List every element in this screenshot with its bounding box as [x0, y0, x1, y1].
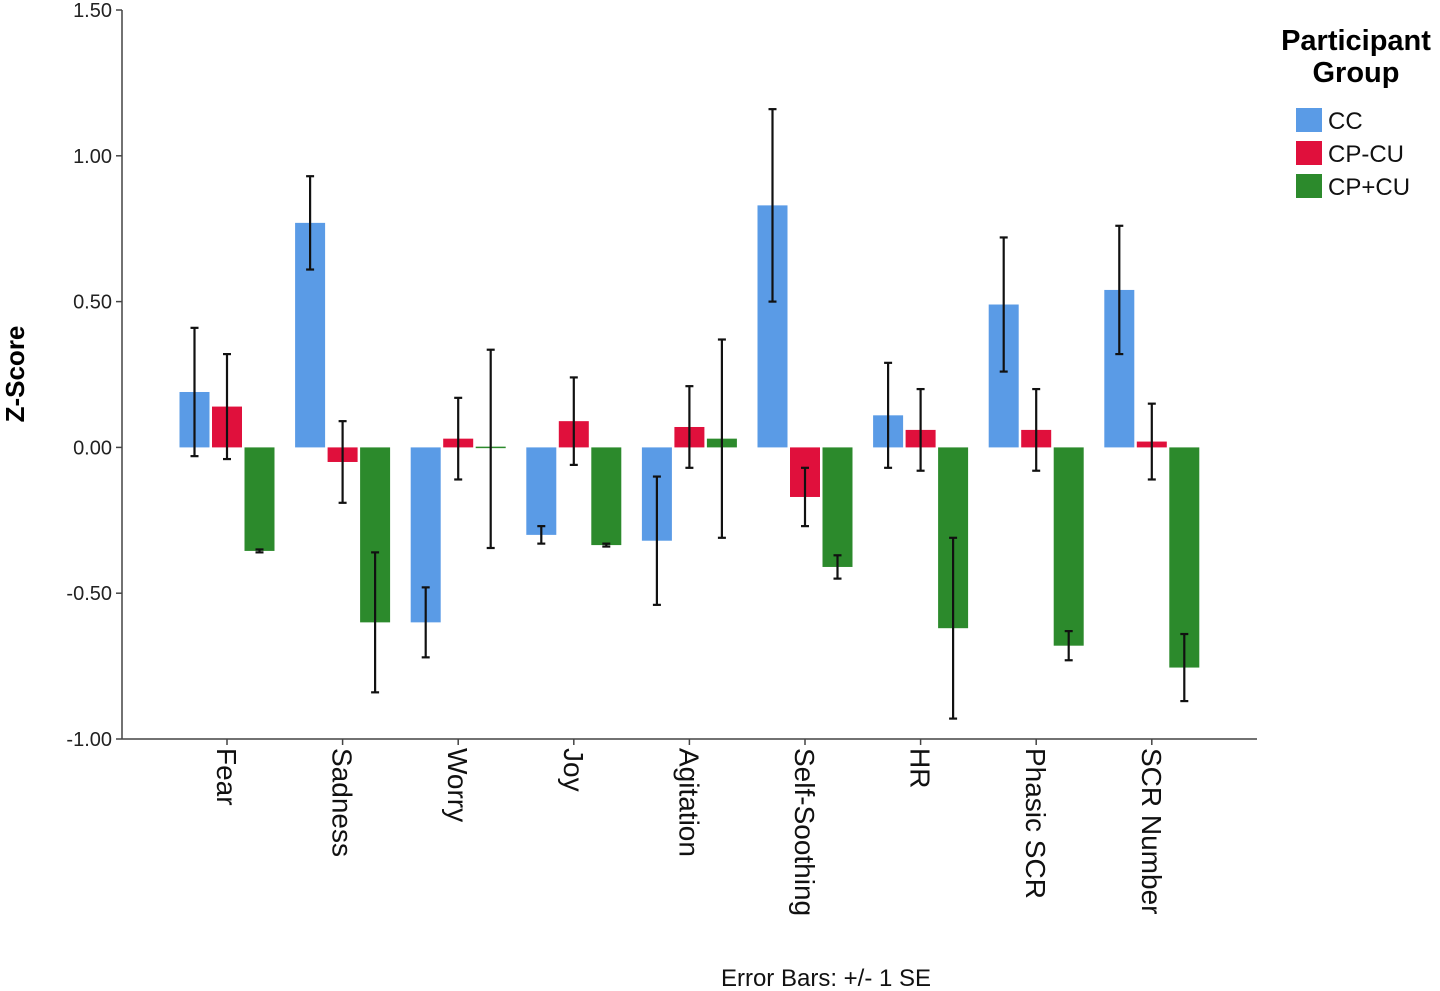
bar-cp-cu: [591, 447, 622, 546]
legend-label: CC: [1328, 108, 1363, 135]
y-tick-label: 1.50: [73, 0, 112, 22]
y-tick-labels: 1.50 1.00 0.50 0.00 -0.50 -1.00: [66, 0, 122, 751]
x-tick-label: Self-Soothing: [789, 748, 820, 916]
legend-swatch: [1296, 174, 1322, 198]
bar-cp-cu: [244, 447, 275, 551]
y-tick-label: 1.00: [73, 146, 112, 168]
x-tick-label: Agitation: [673, 748, 704, 857]
legend-label: CP-CU: [1328, 141, 1404, 168]
axes: [121, 10, 1257, 740]
bar-cp-cu: [1053, 447, 1084, 646]
x-tick-label: Fear: [211, 748, 242, 806]
y-tick-label: -1.00: [66, 729, 112, 751]
bar-cp-cu: [822, 447, 853, 567]
x-tick-label: Worry: [442, 748, 473, 822]
x-tick-label: SCR Number: [1136, 748, 1167, 914]
y-tick-label: 0.00: [73, 437, 112, 459]
category-labels: Fear Sadness Worry Joy Agitation Self-Soothin…: [211, 748, 1167, 916]
legend: Participant Group CC CP-CU CP+CU: [1281, 25, 1431, 201]
y-tick-label: -0.50: [66, 583, 112, 605]
legend-title-line1: Participant: [1281, 25, 1431, 57]
error-bars-note: Error Bars: +/- 1 SE: [721, 965, 931, 991]
legend-swatch: [1296, 108, 1322, 132]
y-axis-title: Z-Score: [0, 326, 30, 423]
x-tick-label: HR: [905, 748, 936, 788]
legend-items: CC CP-CU CP+CU: [1296, 108, 1410, 201]
bar-cp-cu: [1169, 447, 1200, 668]
error-bars: [190, 108, 1189, 720]
bars: [179, 205, 1200, 745]
legend-label: CP+CU: [1328, 174, 1410, 201]
x-tick-label: Joy: [558, 748, 589, 792]
x-tick-label: Phasic SCR: [1020, 748, 1051, 899]
legend-swatch: [1296, 141, 1322, 165]
x-tick-label: Sadness: [327, 748, 358, 857]
bar-cc: [526, 447, 557, 535]
legend-title-line2: Group: [1313, 57, 1400, 89]
y-tick-label: 0.50: [73, 292, 112, 314]
